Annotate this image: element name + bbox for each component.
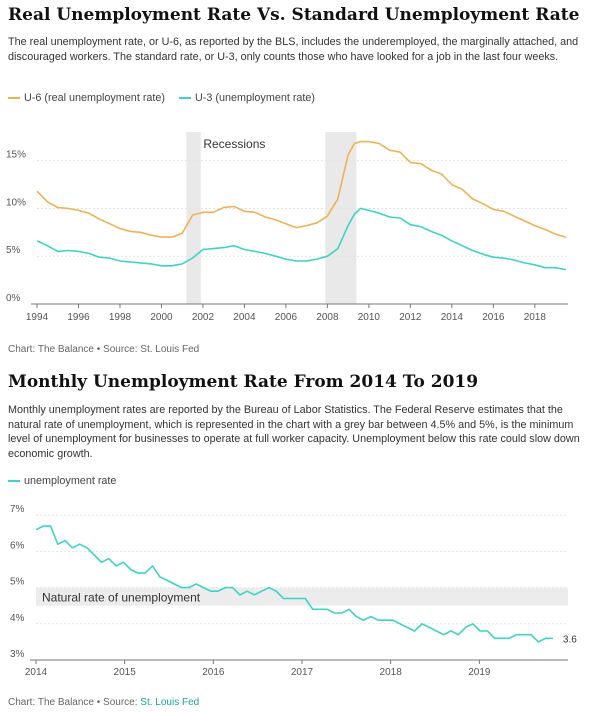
chart1-source: Chart: The Balance • Source: St. Louis F…	[8, 344, 200, 355]
chart1-title: Real Unemployment Rate Vs. Standard Unem…	[8, 5, 580, 25]
x-tick-label: 2016	[482, 312, 505, 323]
legend-swatch-unemployment	[8, 480, 20, 482]
x-tick-label: 1994	[26, 312, 49, 323]
chart2-title: Monthly Unemployment Rate From 2014 To 2…	[8, 372, 479, 392]
legend-swatch-u3	[179, 97, 192, 99]
x-tick-label: 2018	[380, 667, 403, 678]
x-tick-label: 2008	[316, 312, 339, 323]
x-tick-label: 2004	[233, 312, 256, 323]
y-tick-label: 10%	[6, 197, 26, 208]
x-tick-label: 2012	[399, 312, 422, 323]
y-tick-label: 4%	[10, 613, 25, 624]
chart2-plot: 3% 4% 5% 6% 7% Natural rate of unemployment 20…	[10, 504, 577, 678]
chart1-plot: Recessions 0% 5% 10% 15% 1994 1996 1998 2000 2002…	[6, 132, 568, 323]
y-tick-label: 0%	[6, 293, 21, 304]
natural-rate-label: Natural rate of unemployment	[42, 591, 201, 605]
legend-swatch-u6	[8, 97, 20, 99]
y-tick-label: 5%	[6, 245, 21, 256]
chart2-source-link[interactable]: St. Louis Fed	[140, 697, 200, 708]
x-tick-label: 2015	[114, 667, 137, 678]
x-tick-label: 1998	[109, 312, 132, 323]
y-tick-label: 5%	[10, 577, 25, 588]
natural-rate-band	[36, 587, 568, 606]
end-value-label: 3.6	[563, 634, 577, 645]
legend-label-u6: U-6 (real unemployment rate)	[24, 92, 166, 104]
chart2-description: Monthly unemployment rates are reported …	[8, 404, 580, 460]
x-tick-label: 2018	[524, 312, 547, 323]
x-tick-label: 2014	[441, 312, 464, 323]
x-tick-label: 2002	[192, 312, 215, 323]
chart1-description: The real unemployment rate, or U-6, as r…	[8, 36, 579, 63]
chart2-source-prefix: Chart: The Balance • Source:	[8, 697, 141, 708]
series-line-u6	[36, 140, 567, 238]
x-tick-label: 2019	[468, 667, 491, 678]
chart2-source: Chart: The Balance • Source: St. Louis F…	[8, 697, 199, 708]
chart1-legend: U-6 (real unemployment rate) U-3 (unempl…	[8, 92, 329, 104]
legend-item-u6: U-6 (real unemployment rate)	[8, 92, 165, 104]
legend-label-unemployment: unemployment rate	[24, 475, 117, 487]
chart2-legend: unemployment rate	[8, 475, 130, 487]
y-tick-label: 3%	[10, 649, 25, 660]
x-tick-label: 2017	[291, 667, 314, 678]
x-tick-label: 2006	[275, 312, 298, 323]
x-tick-label: 2014	[25, 667, 48, 678]
recession-band-1	[186, 132, 201, 304]
recessions-label: Recessions	[203, 137, 265, 151]
x-tick-label: 2010	[358, 312, 381, 323]
y-tick-label: 6%	[10, 540, 25, 551]
y-tick-label: 7%	[10, 504, 25, 515]
series-line-u3	[36, 207, 567, 271]
legend-item-u3: U-3 (unemployment rate)	[179, 92, 315, 104]
y-tick-label: 15%	[6, 150, 26, 161]
series-line-unemployment	[35, 525, 553, 643]
x-tick-label: 2000	[150, 312, 173, 323]
legend-label-u3: U-3 (unemployment rate)	[195, 92, 316, 104]
x-tick-label: 2016	[202, 667, 225, 678]
legend-item-unemployment: unemployment rate	[8, 475, 116, 487]
x-tick-label: 1996	[67, 312, 90, 323]
